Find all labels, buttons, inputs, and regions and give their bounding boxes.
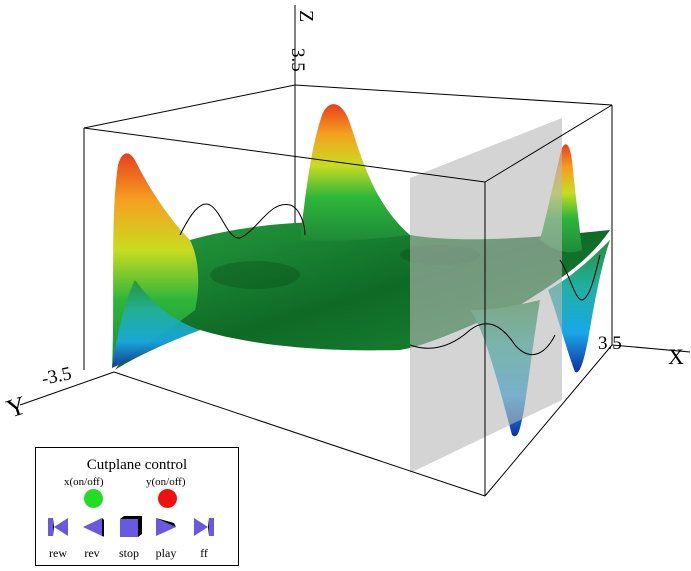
reverse-label: rev — [84, 546, 100, 560]
fast-forward-button[interactable] — [192, 515, 216, 539]
reverse-button[interactable] — [80, 515, 104, 539]
axis-lines — [19, 5, 691, 406]
play-label: play — [155, 546, 177, 560]
play-button[interactable] — [154, 515, 178, 539]
stop-label: stop — [118, 546, 139, 560]
rewind-button[interactable] — [46, 515, 70, 539]
surface-far-right-pit — [548, 240, 610, 373]
y-toggle-label: y(on/off) — [146, 476, 186, 488]
surface-center-peak — [300, 104, 410, 241]
stop-button[interactable] — [118, 515, 142, 539]
x-axis-tick: 3.5 — [598, 333, 622, 354]
x-toggle-button[interactable] — [84, 489, 103, 508]
z-axis-label: Z — [295, 10, 317, 22]
surface-left-fold — [112, 280, 200, 368]
cutplane-control-panel: Cutplane control x(on/off) y(on/off) rew… — [35, 447, 239, 566]
y-axis-label: Y — [3, 390, 30, 423]
rewind-label: rew — [49, 546, 67, 560]
y-toggle-button[interactable] — [158, 489, 177, 508]
x-toggle-label: x(on/off) — [64, 476, 104, 488]
cut-curves — [179, 203, 601, 356]
fast-forward-label: ff — [200, 546, 208, 560]
bounding-box-back — [83, 84, 613, 370]
x-axis-label: X — [668, 344, 684, 369]
cutplane — [410, 118, 562, 473]
bounding-box-front — [83, 104, 613, 497]
y-axis-tick: -3.5 — [40, 363, 74, 390]
cutplane-control-title: Cutplane control — [86, 457, 188, 473]
z-axis-tick: 3.5 — [287, 48, 308, 72]
